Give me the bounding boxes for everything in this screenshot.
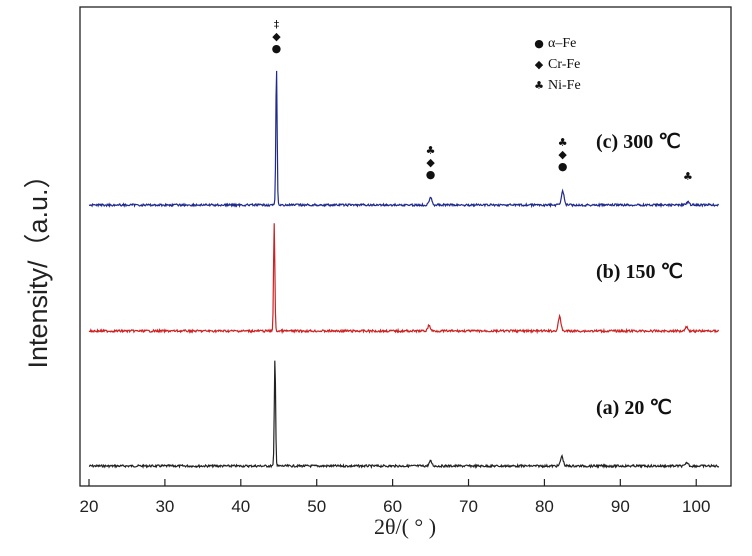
- x-tick-label: 20: [80, 497, 99, 516]
- peak-marker: ♣: [558, 136, 568, 149]
- peak-marker: ◆: [272, 30, 281, 43]
- series-label: (b) 150 ℃: [596, 261, 683, 283]
- legend-symbol: ●: [534, 37, 544, 50]
- x-tick-label: 50: [307, 497, 326, 516]
- peak-marker: ●: [558, 160, 568, 173]
- x-tick-label: 80: [535, 497, 554, 516]
- series-line-2: [88, 223, 720, 335]
- legend: ● α–Fe ◆ Cr-Fe ♣ Ni-Fe: [534, 36, 581, 93]
- series-group: [88, 70, 720, 470]
- series-line-3: [88, 70, 720, 209]
- legend-symbol: ♣: [534, 79, 544, 92]
- x-tick-label: 90: [611, 497, 630, 516]
- series-labels: (a) 20 ℃ (b) 150 ℃ (c) 300 ℃: [596, 131, 683, 419]
- peak-marker-group: ‡◆●♣◆●♣◆●♣: [272, 18, 693, 183]
- legend-symbol: ◆: [535, 58, 544, 71]
- peak-marker: ●: [426, 168, 436, 181]
- legend-label: Ni-Fe: [548, 78, 581, 93]
- peak-marker: ♣: [426, 144, 436, 157]
- y-axis-label: Intensity/（a.u.）: [23, 161, 53, 368]
- series-label: (a) 20 ℃: [596, 397, 672, 419]
- legend-label: Cr-Fe: [548, 57, 580, 72]
- peak-marker: ●: [272, 42, 282, 55]
- x-tick-label: 30: [155, 497, 174, 516]
- x-tick-label: 60: [383, 497, 402, 516]
- x-tick-label: 40: [231, 497, 250, 516]
- peak-marker: ◆: [558, 148, 567, 161]
- peak-marker: ◆: [426, 156, 435, 169]
- plot-frame: [79, 6, 732, 487]
- peak-marker: ♣: [683, 170, 693, 183]
- legend-label: α–Fe: [548, 36, 576, 51]
- series-line-1: [88, 360, 720, 470]
- peak-marker: ‡: [274, 18, 280, 31]
- series-label: (c) 300 ℃: [596, 131, 681, 153]
- x-axis-label: 2θ/( ° ): [374, 514, 436, 539]
- x-tick-label: 70: [459, 497, 478, 516]
- x-axis-ticks: 20 30 40 50 60 70 80 90 100: [80, 479, 710, 516]
- x-tick-label: 100: [682, 497, 710, 516]
